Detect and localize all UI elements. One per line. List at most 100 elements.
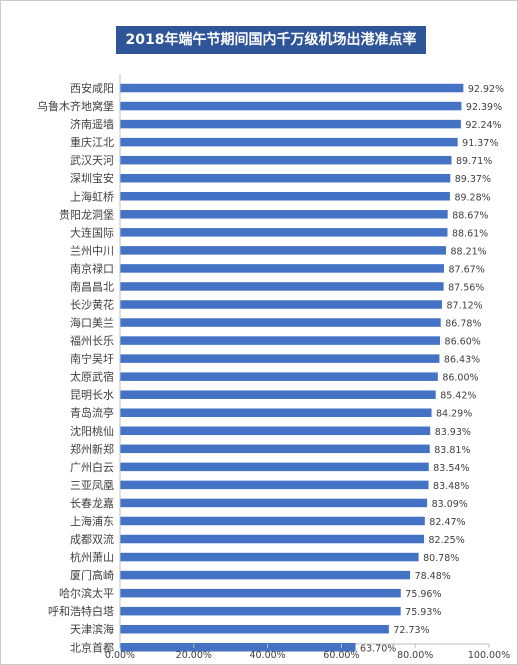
category-label: 海口美兰 — [70, 316, 114, 330]
category-label: 呼和浩特白塔 — [48, 604, 114, 618]
category-label: 大连国际 — [70, 225, 114, 239]
category-label: 天津滨海 — [70, 622, 114, 636]
data-label: 87.67% — [449, 264, 485, 275]
category-label: 南昌昌北 — [70, 280, 114, 293]
data-label: 87.56% — [448, 282, 484, 293]
x-tick-label: 60.00% — [323, 650, 359, 661]
bar-15 — [120, 336, 441, 345]
data-label: 83.48% — [433, 481, 469, 492]
data-label: 92.92% — [468, 84, 504, 95]
data-label: 87.12% — [446, 301, 482, 312]
bar-5 — [120, 155, 452, 165]
data-label: 83.54% — [433, 463, 469, 474]
category-label: 南宁吴圩 — [70, 352, 114, 366]
bar-2 — [120, 101, 462, 111]
category-label: 昆明长水 — [70, 389, 114, 402]
category-label: 郑州新郑 — [70, 442, 114, 456]
data-label: 89.37% — [455, 174, 491, 185]
data-label: 85.42% — [440, 391, 476, 402]
category-label: 兰州中川 — [70, 244, 114, 257]
data-label: 88.61% — [452, 228, 488, 239]
bar-19 — [120, 408, 432, 417]
category-label: 福州长乐 — [70, 334, 114, 348]
category-label: 长春龙嘉 — [70, 496, 114, 510]
bar-9 — [120, 228, 448, 237]
data-label: 83.93% — [435, 427, 471, 438]
bar-6 — [120, 173, 451, 183]
bar-22 — [120, 462, 429, 472]
category-label: 北京首都 — [70, 640, 114, 654]
category-label: 青岛流亭 — [70, 406, 114, 420]
data-label: 89.71% — [456, 156, 492, 167]
bar-17 — [120, 372, 438, 381]
data-label: 86.43% — [444, 355, 480, 366]
bar-11 — [120, 264, 444, 273]
data-label: 84.29% — [436, 409, 472, 420]
category-label: 西安咸阳 — [70, 81, 114, 95]
data-label: 88.67% — [452, 210, 488, 221]
category-label: 武汉天河 — [70, 154, 114, 167]
category-label: 深圳宝安 — [70, 171, 114, 185]
data-label: 83.81% — [434, 445, 470, 456]
category-label: 成都双流 — [70, 532, 114, 546]
data-label: 83.09% — [432, 499, 468, 510]
data-label: 75.96% — [405, 589, 441, 600]
bar-12 — [120, 282, 444, 291]
category-label: 杭州萧山 — [70, 550, 114, 564]
category-label: 上海浦东 — [70, 514, 114, 528]
data-label: 75.93% — [405, 607, 441, 618]
data-label: 82.47% — [429, 517, 465, 528]
chart-title: 2018年端午节期间国内千万级机场出港准点率 — [125, 32, 417, 48]
category-label: 太原武宿 — [70, 370, 114, 384]
bar-23 — [120, 480, 429, 490]
bar-10 — [120, 246, 446, 255]
bar-30 — [120, 606, 401, 616]
data-label: 78.48% — [415, 571, 451, 582]
data-label: 88.21% — [450, 246, 486, 257]
x-tick-label: 80.00% — [397, 650, 433, 661]
bar-7 — [120, 192, 450, 201]
data-label: 80.78% — [423, 553, 459, 564]
category-label: 沈阳桃仙 — [70, 424, 114, 438]
bar-29 — [120, 588, 401, 598]
bar-8 — [120, 210, 448, 219]
data-label: 86.00% — [442, 373, 478, 384]
bar-1 — [120, 83, 464, 93]
x-tick-label: 100.00% — [468, 650, 510, 661]
bar-25 — [120, 516, 425, 526]
chart-title-banner: 2018年端午节期间国内千万级机场出港准点率 — [116, 26, 426, 54]
category-label: 上海虹桥 — [70, 189, 114, 203]
bar-21 — [120, 444, 430, 454]
category-label: 南京禄口 — [70, 261, 114, 275]
x-tick-label: 0.00% — [105, 650, 135, 661]
bar-18 — [120, 390, 436, 399]
category-label: 厦门高崎 — [70, 568, 114, 582]
bar-27 — [120, 552, 419, 562]
bar-14 — [120, 318, 441, 327]
data-label: 92.39% — [466, 102, 502, 113]
data-label: 63.70% — [360, 643, 396, 654]
bar-16 — [120, 354, 440, 363]
data-label: 82.25% — [429, 535, 465, 546]
category-label: 贵阳龙洞堡 — [59, 207, 114, 221]
bar-3 — [120, 119, 461, 129]
category-label: 长沙黄花 — [70, 298, 114, 312]
x-tick-label: 20.00% — [176, 650, 212, 661]
bar-4 — [120, 137, 458, 147]
data-label: 86.60% — [445, 337, 481, 348]
category-label: 广州白云 — [70, 460, 114, 474]
data-label: 72.73% — [393, 625, 429, 636]
bar-32 — [120, 643, 356, 652]
data-label: 91.37% — [462, 138, 498, 149]
category-label: 乌鲁木齐地窝堡 — [37, 99, 114, 113]
category-label: 三亚凤凰 — [70, 479, 114, 492]
data-label: 86.78% — [445, 319, 481, 330]
bar-28 — [120, 570, 411, 580]
data-label: 89.28% — [454, 192, 490, 203]
bar-26 — [120, 534, 424, 544]
category-label: 重庆江北 — [70, 135, 114, 149]
bar-31 — [120, 624, 389, 634]
category-label: 哈尔滨太平 — [59, 586, 114, 600]
